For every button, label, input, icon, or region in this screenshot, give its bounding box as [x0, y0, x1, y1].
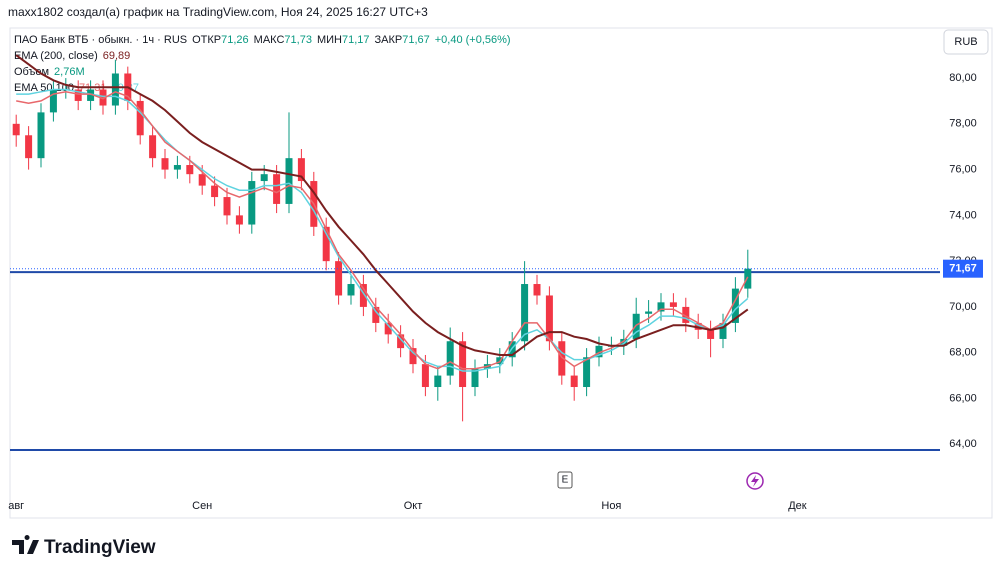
y-tick-label: 66,00	[949, 392, 977, 404]
candle-body	[570, 375, 578, 388]
candle-body	[322, 226, 330, 262]
candle-body	[99, 89, 107, 106]
candle-body	[434, 375, 442, 388]
x-tick-label: авг	[8, 500, 24, 512]
candle-body	[707, 329, 715, 339]
y-tick-label: 80,00	[949, 72, 977, 84]
candle-body	[459, 341, 467, 388]
header-open: 71,26	[221, 34, 249, 46]
legend-value: 69,89	[103, 50, 131, 62]
candle-body	[12, 123, 20, 136]
candle-body	[694, 322, 702, 330]
legend-name: EMA (200, close)	[14, 50, 98, 62]
candle-body	[657, 302, 665, 312]
candle-body	[248, 181, 256, 225]
header-change: +0,40 (+0,56%)	[435, 34, 511, 46]
candle-body	[421, 364, 429, 388]
legend-entry: EMA (200, close) 69,89	[14, 50, 130, 62]
candle-body	[186, 165, 194, 175]
candle-body	[533, 284, 541, 296]
candle-body	[595, 345, 603, 358]
y-tick-label: 78,00	[949, 118, 977, 130]
candle-body	[682, 306, 690, 323]
x-tick-label: Окт	[404, 500, 423, 512]
x-tick-label: Дек	[788, 500, 807, 512]
x-tick-label: Ноя	[601, 500, 621, 512]
logo-text: TradingView	[44, 537, 156, 558]
candle-body	[87, 89, 95, 101]
x-tick-label: Сен	[192, 500, 212, 512]
candle-body	[384, 322, 392, 335]
candle-body	[149, 135, 157, 159]
candle-body	[285, 158, 293, 204]
legend-name: EMA 50 100	[14, 82, 74, 94]
candle-body	[471, 368, 479, 388]
ema-line	[15, 54, 749, 356]
candle-body	[235, 215, 243, 225]
header-high-label: МАКС	[254, 34, 285, 46]
y-tick-label: 74,00	[949, 209, 977, 221]
candle-body	[521, 284, 529, 342]
logo: TradingView	[12, 535, 156, 558]
header-high: 71,73	[284, 34, 312, 46]
header-low-label: МИН	[317, 34, 342, 46]
header-low: 71,17	[342, 34, 370, 46]
candle-body	[583, 357, 591, 388]
currency[interactable]: RUB	[954, 36, 977, 48]
ema-line	[16, 88, 749, 372]
candle-body	[719, 322, 727, 339]
event-marker[interactable]	[557, 471, 573, 489]
last-price-box	[943, 259, 983, 278]
y-tick-label: 76,00	[949, 164, 977, 176]
candle-body	[446, 341, 454, 376]
candle-body	[111, 73, 119, 106]
candle-body	[25, 135, 33, 159]
legend-entry: Объем 2,76M	[14, 66, 85, 78]
candle-body	[136, 100, 144, 136]
candle-body	[273, 174, 281, 204]
candle-body	[161, 158, 169, 170]
candle-body	[335, 261, 343, 296]
currency-button[interactable]	[943, 29, 989, 55]
header-close: 71,67	[402, 34, 430, 46]
y-tick-label: 64,00	[949, 438, 977, 450]
candle-body	[211, 185, 219, 198]
candle-body	[223, 197, 231, 216]
candle-body	[359, 284, 367, 307]
candle-body	[545, 295, 553, 342]
candle-body	[297, 158, 305, 182]
ema-line	[16, 90, 749, 370]
candle-body	[397, 334, 405, 349]
candle-body	[372, 306, 380, 323]
candle-body	[409, 348, 417, 365]
event-marker-label[interactable]: E	[562, 475, 569, 486]
header-symbol: ПАО Банк ВТБ · обыкн. · 1ч · RUS	[14, 34, 187, 46]
candle-body	[49, 89, 57, 113]
candle-body	[669, 302, 677, 307]
candle-body	[260, 174, 268, 182]
legend-value: 2,76M	[54, 66, 85, 78]
candle-body	[173, 165, 181, 170]
plot: 64,0066,0068,0070,0072,0074,0076,0078,00…	[8, 34, 977, 512]
legend-name: Объем	[14, 66, 49, 78]
candle-body	[347, 284, 355, 296]
candle-body	[74, 89, 82, 101]
chart-header: ПАО Банк ВТБ · обыкн. · 1ч · RUS ОТКР71,2…	[14, 34, 511, 46]
candle-body	[620, 338, 628, 346]
top-note: maxx1802 создал(а) график на TradingView…	[8, 5, 428, 19]
candle-body	[731, 288, 739, 323]
lightning	[751, 475, 759, 487]
candle-body	[37, 112, 45, 159]
candle-body	[198, 174, 206, 186]
candle-body	[645, 311, 653, 314]
candle-body	[744, 268, 752, 289]
header-close-label: ЗАКР	[374, 34, 402, 46]
y-tick-label: 68,00	[949, 347, 977, 359]
last-price-label: 71,67	[949, 263, 977, 275]
candle-body	[558, 341, 566, 376]
y-tick-label: 70,00	[949, 301, 977, 313]
header-open-label: ОТКР	[192, 34, 221, 46]
